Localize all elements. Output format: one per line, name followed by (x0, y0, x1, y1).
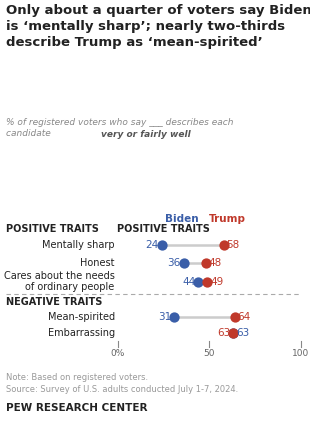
Point (205, 278, 210, 285)
Text: Only about a quarter of voters say Biden
is ‘mentally sharp’; nearly two-thirds
: Only about a quarter of voters say Biden… (6, 4, 310, 49)
Text: Trump: Trump (209, 214, 246, 224)
Text: Cares about the needs
of ordinary people: Cares about the needs of ordinary people (4, 271, 115, 292)
Point (181, 259, 186, 266)
Text: % of registered voters who say ___ describes each
candidate: % of registered voters who say ___ descr… (6, 118, 234, 138)
Text: Honest: Honest (80, 257, 115, 268)
Text: 31: 31 (158, 312, 172, 322)
Point (231, 329, 236, 336)
Text: 63: 63 (236, 327, 249, 338)
Point (172, 314, 177, 320)
Text: 36: 36 (168, 257, 181, 268)
Text: Embarrassing: Embarrassing (47, 327, 115, 338)
Point (231, 329, 236, 336)
Text: 0%: 0% (111, 349, 125, 357)
Text: Mean-spirited: Mean-spirited (47, 312, 115, 322)
Text: Biden: Biden (165, 214, 199, 224)
Text: Note: Based on registered voters.: Note: Based on registered voters. (6, 373, 148, 382)
Text: 24: 24 (146, 240, 159, 250)
Text: 63: 63 (217, 327, 230, 338)
Point (203, 259, 208, 266)
Text: 64: 64 (237, 312, 251, 322)
Text: 50: 50 (203, 349, 215, 357)
Text: Mentally sharp: Mentally sharp (42, 240, 115, 250)
Text: 100: 100 (292, 349, 309, 357)
Text: NEGATIVE TRAITS: NEGATIVE TRAITS (6, 298, 103, 307)
Text: PEW RESEARCH CENTER: PEW RESEARCH CENTER (6, 403, 148, 413)
Text: very or fairly well: very or fairly well (101, 130, 191, 139)
Text: POSITIVE TRAITS: POSITIVE TRAITS (117, 224, 210, 234)
Text: 44: 44 (182, 277, 196, 287)
Point (232, 314, 237, 320)
Point (159, 242, 164, 249)
Text: POSITIVE TRAITS: POSITIVE TRAITS (6, 224, 99, 234)
Point (196, 278, 201, 285)
Text: 48: 48 (208, 257, 222, 268)
Text: Source: Survey of U.S. adults conducted July 1-7, 2024.: Source: Survey of U.S. adults conducted … (6, 385, 238, 394)
Point (221, 242, 226, 249)
Text: 58: 58 (227, 240, 240, 250)
Text: 49: 49 (210, 277, 224, 287)
